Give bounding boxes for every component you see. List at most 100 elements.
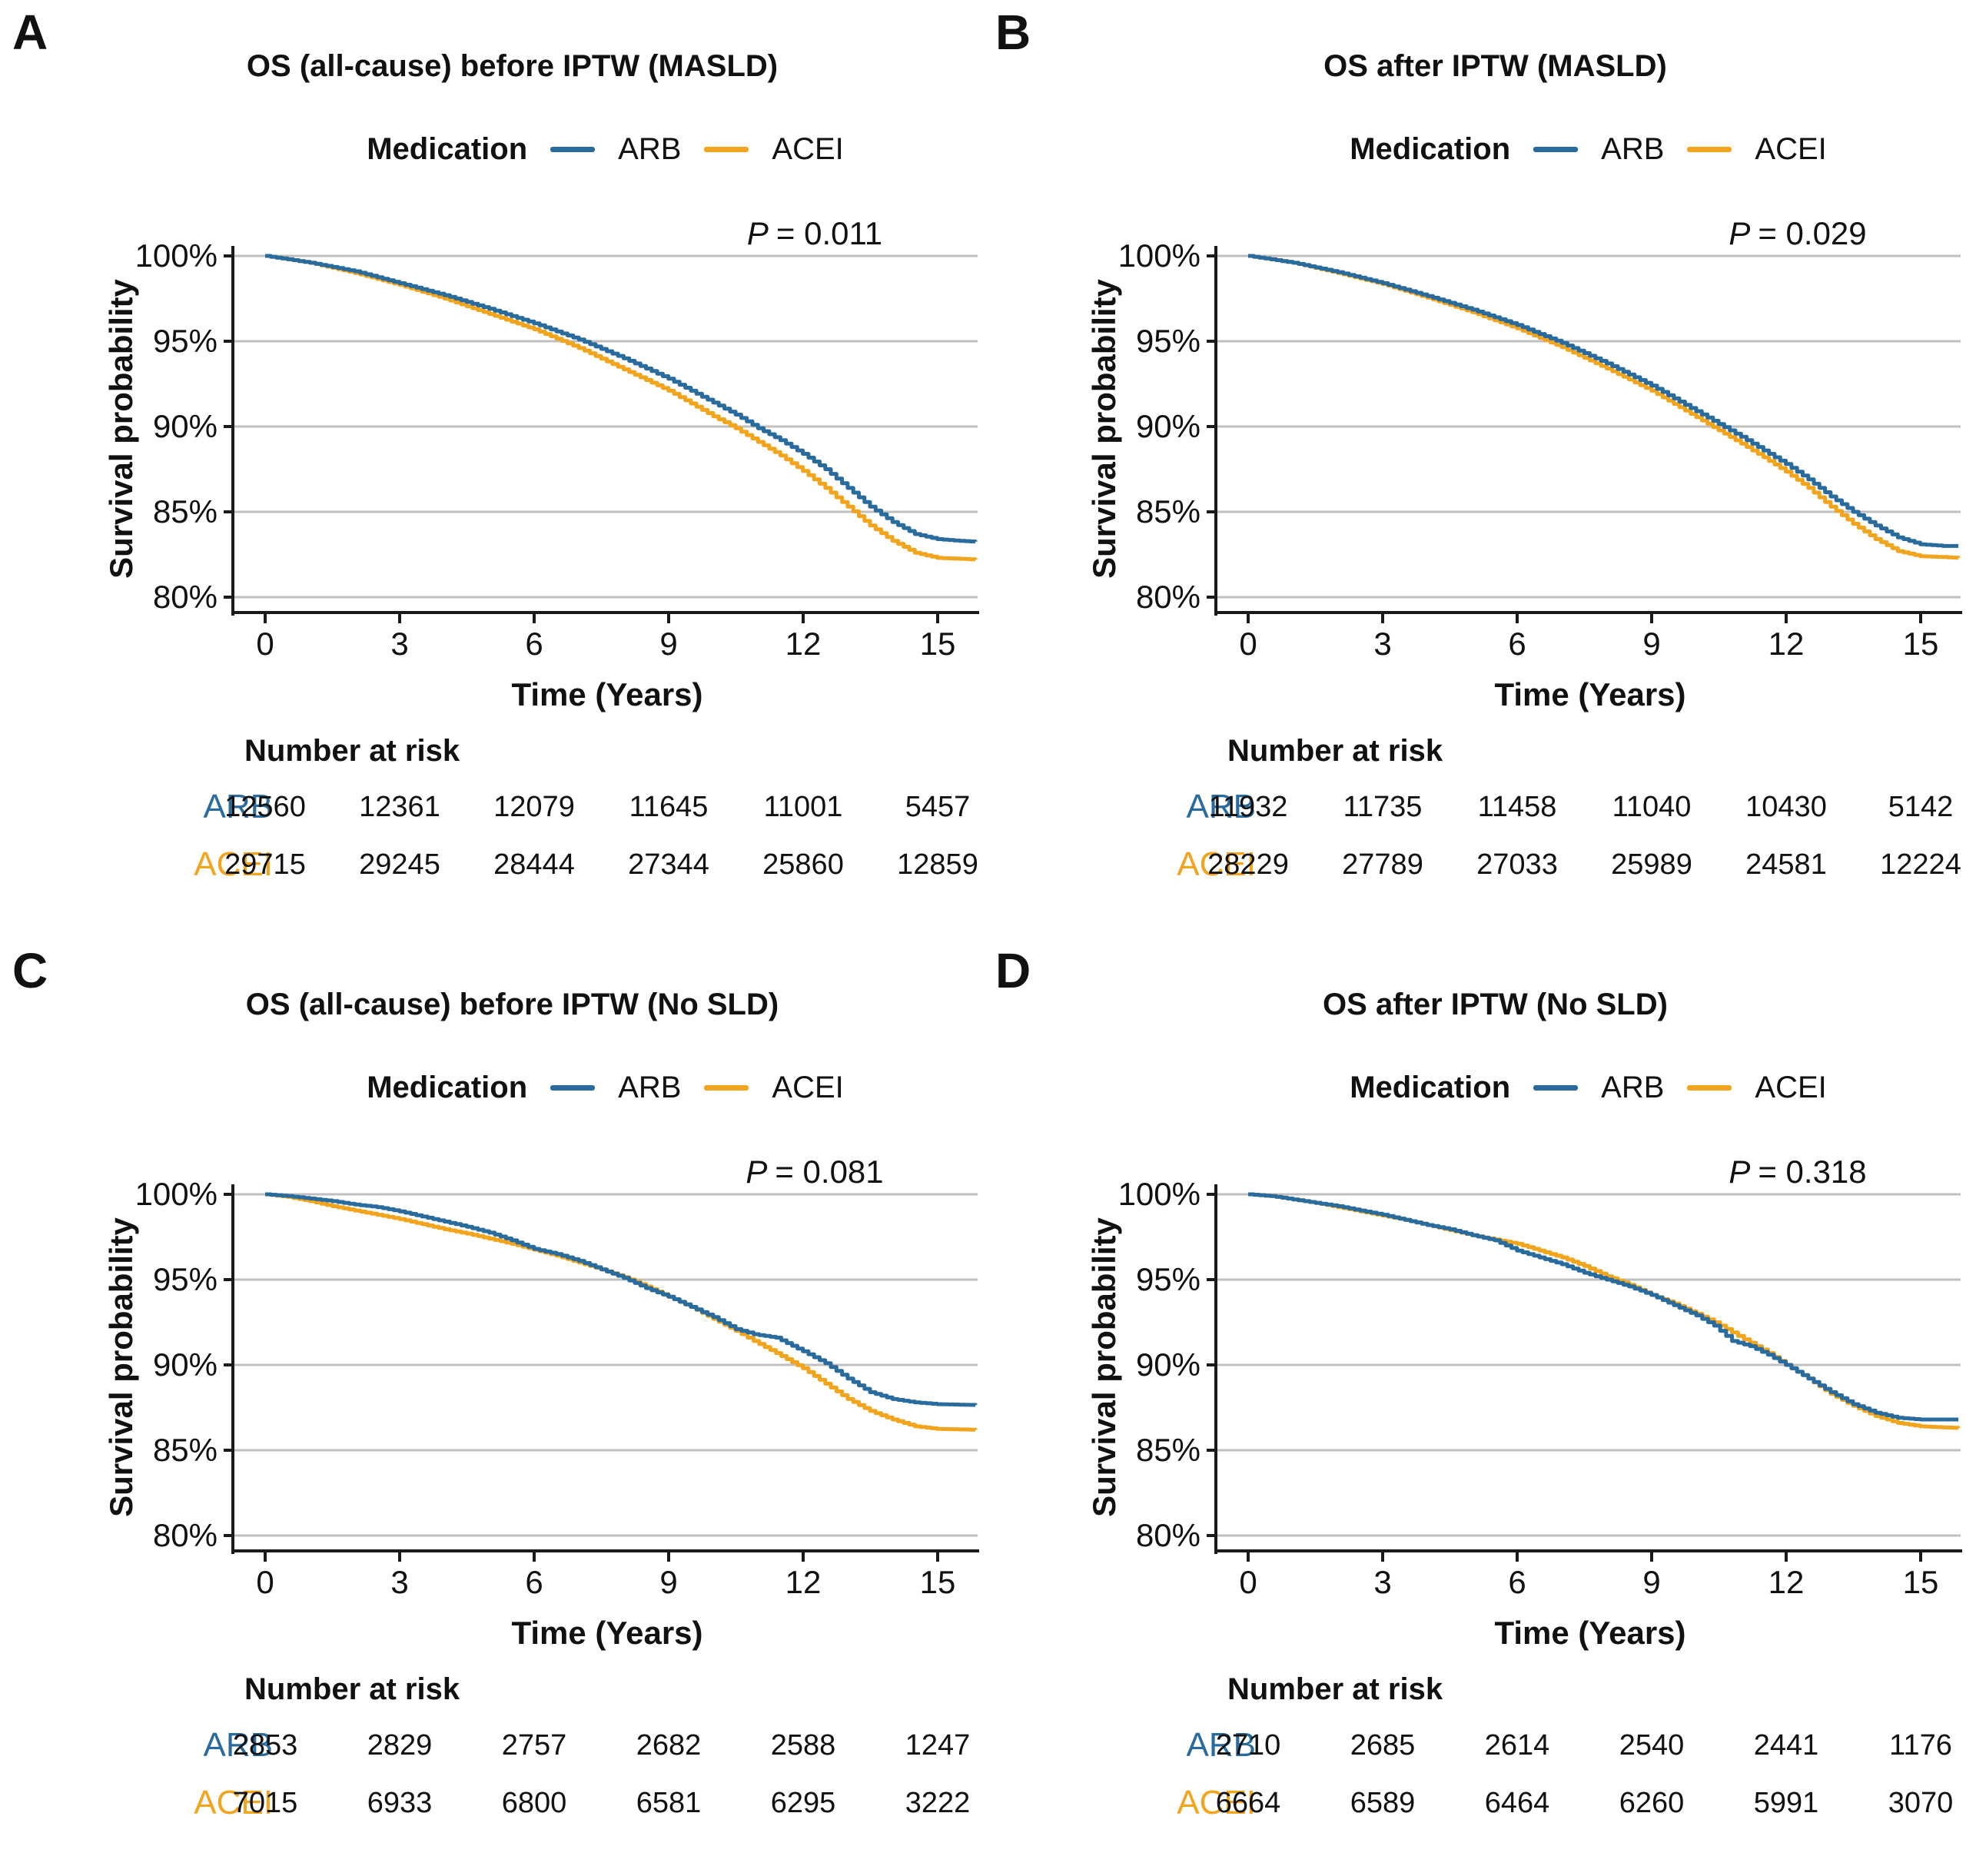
x-tick-labels: 0 3 6 9 12 15 [1239,626,1938,662]
p-value: P = 0.318 [1729,1154,1866,1190]
risk-value: 5457 [905,791,971,823]
km-chart: P = 0.081 100% 95% 90% 85% 80% 0 3 6 [103,1154,979,1651]
risk-value: 6589 [1350,1787,1416,1819]
svg-text:100%: 100% [1118,1176,1201,1212]
risk-value: 5142 [1888,791,1954,823]
risk-row-label: ACEI [1177,845,1256,883]
risk-value: 12361 [359,791,440,823]
p-value: P = 0.029 [1729,215,1866,251]
risk-row-arb: ARB 2853 2829 2757 2682 2588 1247 [0,1726,983,1765]
risk-value: 6664 [1215,1787,1281,1819]
risk-value: 12560 [224,791,306,823]
risk-value: 29245 [359,848,440,881]
risk-value: 5991 [1753,1787,1819,1819]
x-axis-title: Time (Years) [511,676,702,712]
svg-text:100%: 100% [135,1176,218,1212]
svg-text:90%: 90% [1136,408,1201,444]
svg-text:3: 3 [1373,1564,1391,1600]
risk-value: 12859 [897,848,978,881]
svg-text:9: 9 [1642,1564,1660,1600]
legend-label-acei: ACEI [1755,1071,1827,1104]
svg-text:95%: 95% [1136,323,1201,359]
risk-value: 12079 [493,791,575,823]
gridlines [1217,1193,1961,1537]
arb-line-swatch [550,147,596,152]
svg-text:6: 6 [1508,626,1526,662]
svg-text:3: 3 [390,1564,408,1600]
y-tick-labels: 100% 95% 90% 85% 80% [135,237,218,615]
legend-label-arb: ARB [1601,132,1665,166]
p-value: P = 0.081 [746,1154,883,1190]
risk-value: 2853 [232,1729,298,1761]
risk-value: 12224 [1880,848,1961,881]
y-ticks [224,1193,233,1537]
risk-value: 10430 [1745,791,1827,823]
svg-text:9: 9 [1642,626,1660,662]
risk-value: 2829 [367,1729,433,1761]
legend-label-arb: ARB [618,132,682,166]
risk-value: 2682 [636,1729,702,1761]
x-axis-title: Time (Years) [1494,1615,1685,1651]
panel-title: OS (all-cause) before IPTW (MASLD) [246,49,779,83]
risk-value: 2757 [501,1729,567,1761]
panel-letter: D [995,943,1031,998]
acei-line-swatch [704,147,749,152]
svg-text:0: 0 [1239,626,1257,662]
y-ticks [1207,254,1216,599]
risk-value: 11932 [1208,791,1288,823]
risk-row-arb: ARB 12560 12361 12079 11645 11001 5457 [0,788,983,826]
y-ticks [1207,1193,1216,1537]
risk-value: 6464 [1484,1787,1550,1819]
km-chart: P = 0.029 100% 95% 90% 85% 80% 0 3 6 [1086,215,1962,712]
risk-table-header: Number at risk [1227,1672,1443,1706]
svg-text:15: 15 [1903,1564,1939,1600]
risk-value: 25860 [762,848,844,881]
y-tick-labels: 100% 95% 90% 85% 80% [135,1176,218,1553]
risk-value: 27789 [1342,848,1423,881]
risk-value: 28444 [493,848,575,881]
legend-label-arb: ARB [1601,1071,1665,1104]
risk-row-label: ACEI [1177,1784,1256,1821]
risk-value: 6800 [501,1787,567,1819]
risk-value: 2588 [770,1729,836,1761]
svg-text:12: 12 [785,626,822,662]
risk-value: 11040 [1612,791,1692,823]
svg-text:15: 15 [920,1564,956,1600]
risk-row-label: ARB [203,788,273,825]
risk-value: 2441 [1753,1729,1819,1761]
risk-row-label: ARB [1186,788,1256,825]
acei-curve [265,1192,978,1432]
svg-text:6: 6 [525,1564,543,1600]
svg-text:0: 0 [1239,1564,1257,1600]
risk-value: 2614 [1484,1729,1550,1761]
y-tick-labels: 100% 95% 90% 85% 80% [1118,1176,1201,1553]
acei-line-swatch [1687,147,1732,152]
arb-curve [265,254,978,543]
arb-curve [1248,254,1959,548]
panel-letter: C [12,943,48,998]
svg-text:90%: 90% [153,1346,218,1383]
risk-row-label: ACEI [194,1784,273,1821]
svg-text:80%: 80% [1136,579,1201,615]
gridlines [234,1193,978,1537]
panel-b: B OS after IPTW (MASLD) Medication ARB A… [983,0,1966,938]
risk-value: 6260 [1619,1787,1685,1819]
legend: Medication ARB ACEI [233,1071,978,1105]
legend: Medication ARB ACEI [233,132,978,167]
svg-text:9: 9 [659,626,677,662]
arb-curve [1248,1192,1959,1422]
panel-title: OS after IPTW (No SLD) [1323,988,1668,1021]
svg-text:0: 0 [256,1564,274,1600]
svg-text:95%: 95% [1136,1261,1201,1297]
risk-value: 11645 [629,791,709,823]
svg-text:100%: 100% [135,237,218,274]
p-value: P = 0.011 [747,215,882,251]
x-tick-labels: 0 3 6 9 12 15 [1239,1564,1938,1600]
risk-value: 25989 [1611,848,1692,881]
risk-row-label: ACEI [194,845,273,883]
svg-text:6: 6 [525,626,543,662]
panel-d: D OS after IPTW (No SLD) Medication ARB … [983,938,1966,1876]
risk-value: 2710 [1215,1729,1281,1761]
gridlines [1217,254,1961,599]
